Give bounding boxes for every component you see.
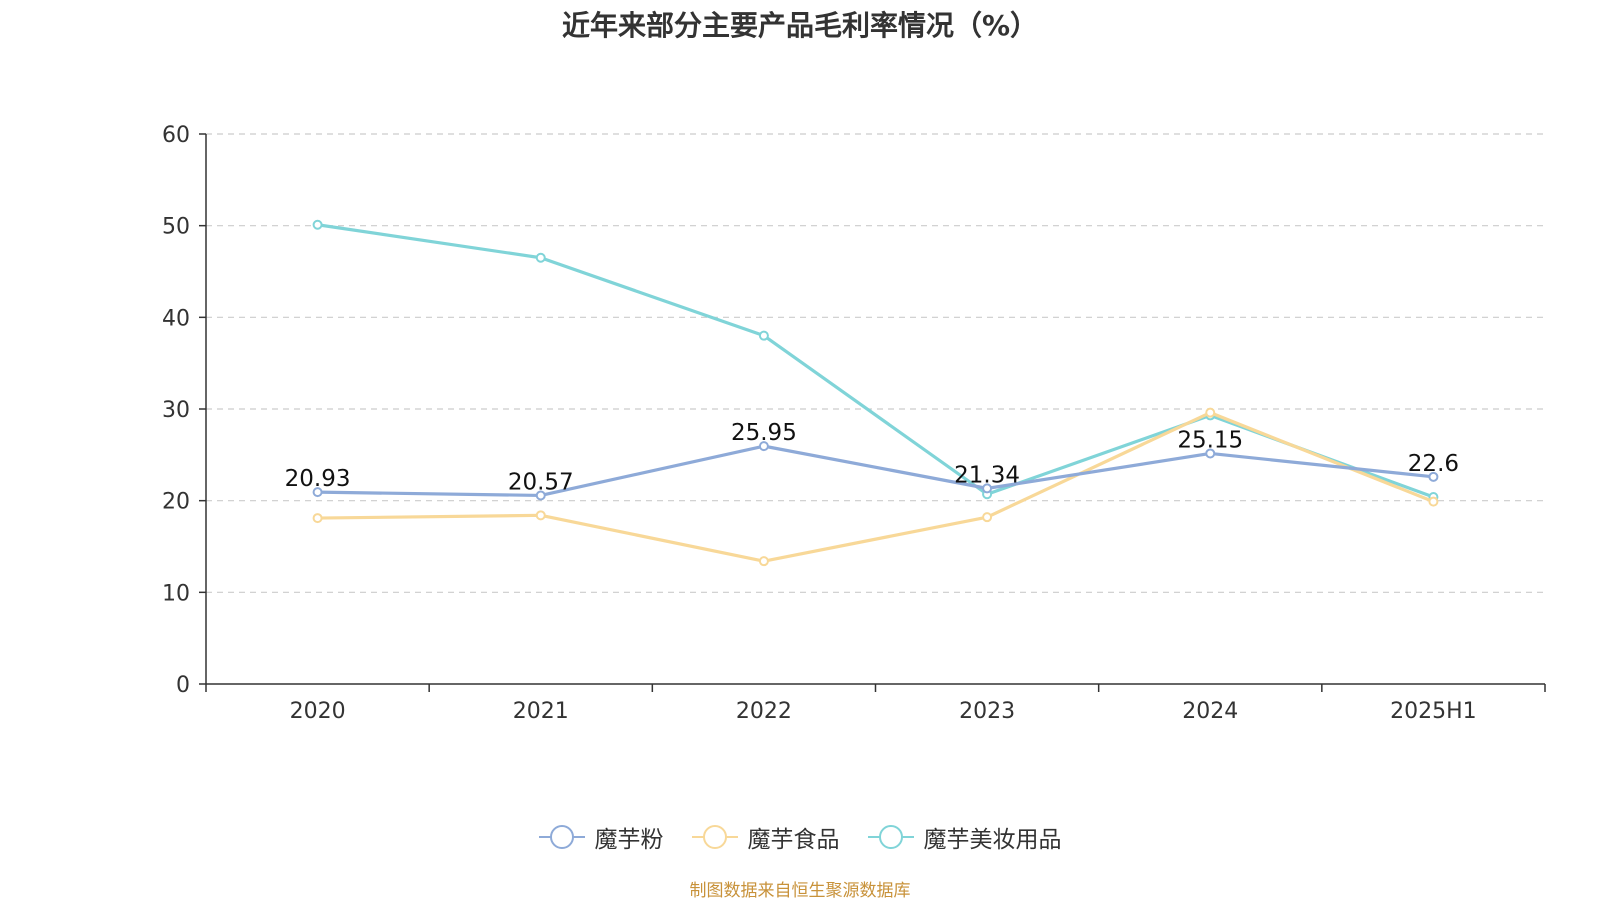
- y-tick-label: 20: [162, 490, 190, 515]
- x-tick-label: 2021: [513, 699, 569, 724]
- legend-item[interactable]: 魔芋食品: [691, 820, 840, 854]
- legend-swatch: [691, 825, 738, 849]
- source-note: 制图数据来自恒生聚源数据库: [689, 881, 911, 901]
- data-point: [982, 483, 993, 494]
- y-tick-label: 0: [176, 673, 190, 698]
- series-line-2: [317, 223, 1434, 499]
- x-tick-label: 2023: [959, 699, 1015, 724]
- data-labels: 20.93 20.57 25.95 21.34 25.15 22.6: [285, 420, 1459, 495]
- legend-swatch: [867, 825, 914, 849]
- y-tick-label: 40: [162, 306, 190, 331]
- x-tick-label: 2024: [1182, 699, 1238, 724]
- y-tick-label: 10: [162, 581, 190, 606]
- grid-lines: [206, 133, 1545, 593]
- y-tick-label: 50: [162, 215, 190, 240]
- axes: 0 10 20 30 40 50 60 2020 2021 2022 2023 2024 2025H1: [162, 123, 1546, 724]
- data-label: 25.15: [1177, 427, 1243, 453]
- data-point: [1428, 496, 1439, 507]
- series-line-1: [317, 411, 1435, 563]
- data-label: 20.93: [285, 466, 351, 492]
- legend: 魔芋粉 魔芋食品 魔芋美妆用品: [0, 820, 1600, 854]
- data-point: [535, 490, 546, 501]
- data-point: [1205, 448, 1216, 459]
- chart-title: 近年来部分主要产品毛利率情况（%）: [561, 9, 1039, 42]
- data-point: [1428, 471, 1439, 482]
- data-label: 21.34: [954, 462, 1020, 488]
- series-lines: [312, 219, 1439, 567]
- data-point: [982, 512, 993, 523]
- data-point: [312, 487, 323, 498]
- legend-item[interactable]: 魔芋美妆用品: [867, 820, 1062, 854]
- legend-item[interactable]: 魔芋粉: [538, 820, 664, 854]
- data-point: [535, 510, 546, 521]
- y-tick-label: 30: [162, 398, 190, 423]
- data-point: [758, 330, 769, 341]
- data-point: [535, 252, 546, 263]
- data-point: [1205, 407, 1216, 418]
- series-line-0: [317, 444, 1434, 498]
- x-tick-label: 2022: [736, 699, 792, 724]
- legend-label: 魔芋粉: [594, 827, 664, 853]
- data-label: 22.6: [1408, 451, 1459, 477]
- data-label: 20.57: [508, 469, 574, 495]
- data-label: 25.95: [731, 420, 797, 446]
- legend-label: 魔芋食品: [747, 827, 840, 853]
- legend-label: 魔芋美妆用品: [923, 827, 1062, 853]
- x-tick-label: 2020: [290, 699, 346, 724]
- data-point: [312, 219, 323, 230]
- data-point: [312, 513, 323, 524]
- x-tick-label: 2025H1: [1390, 699, 1477, 724]
- y-tick-label: 60: [162, 123, 190, 148]
- data-point: [758, 441, 769, 452]
- legend-swatch: [538, 825, 585, 849]
- data-point: [758, 556, 769, 567]
